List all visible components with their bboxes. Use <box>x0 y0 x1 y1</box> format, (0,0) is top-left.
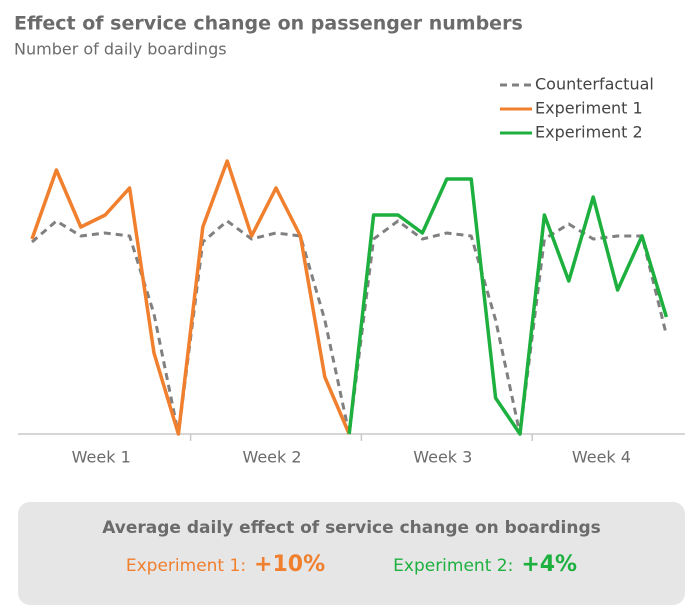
legend-label: Experiment 2 <box>535 123 643 142</box>
x-group-label: Week 3 <box>413 448 472 467</box>
summary-label: Experiment 2: <box>393 556 514 576</box>
summary-items: Experiment 1: +10% Experiment 2: +4% <box>18 552 685 577</box>
summary-item: Experiment 1: +10% <box>126 552 325 577</box>
summary-value: +10% <box>254 552 326 577</box>
summary-value: +4% <box>521 552 578 577</box>
chart: Effect of service change on passenger nu… <box>14 13 685 467</box>
x-group-label: Week 2 <box>242 448 301 467</box>
chart-title: Effect of service change on passenger nu… <box>14 13 523 35</box>
summary-panel: Average daily effect of service change o… <box>18 502 685 605</box>
x-group-label: Week 1 <box>72 448 131 467</box>
series-line <box>347 177 669 436</box>
summary-label: Experiment 1: <box>125 556 247 576</box>
chart-subtitle: Number of daily boardings <box>14 40 227 59</box>
legend-label: Counterfactual <box>535 75 654 94</box>
x-group-label: Week 4 <box>572 448 631 467</box>
summary-item: Experiment 2: +4% <box>393 552 577 577</box>
legend-label: Experiment 1 <box>535 99 643 118</box>
series-line <box>31 219 668 436</box>
series-line <box>30 159 351 436</box>
summary-title: Average daily effect of service change o… <box>102 518 601 538</box>
